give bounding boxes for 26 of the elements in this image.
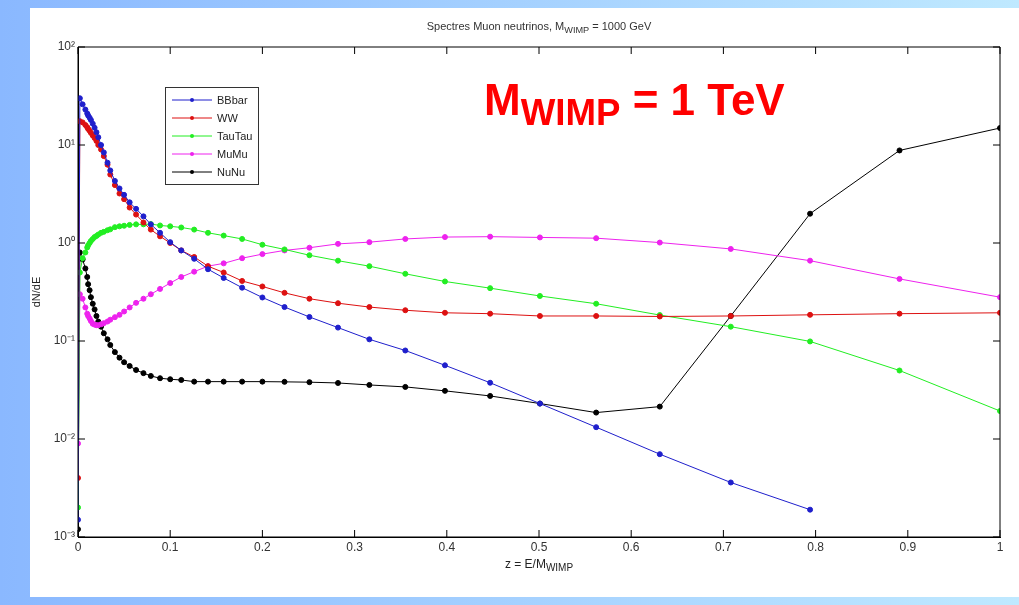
x-tick-label: 0.1 xyxy=(161,539,179,554)
y-tick-label: 10⁻² xyxy=(53,431,75,446)
y-tick-label: 10⁰ xyxy=(57,235,75,250)
x-tick-label: 0.7 xyxy=(715,539,733,554)
x-tick-label: 0.2 xyxy=(254,539,272,554)
legend-label: MuMu xyxy=(217,148,248,160)
x-tick-label: 0.6 xyxy=(622,539,640,554)
annotation: M$_{WIMP}$ = 1 TeV xyxy=(484,75,785,134)
x-tick-label: 0.8 xyxy=(807,539,825,554)
y-tick-label: 10⁻³ xyxy=(53,529,75,544)
x-tick-label: 0.4 xyxy=(438,539,456,554)
x-tick-label: 0.3 xyxy=(346,539,364,554)
x-tick-label: 0 xyxy=(74,539,82,554)
legend-label: TauTau xyxy=(217,130,253,142)
x-tick-label: 0.5 xyxy=(530,539,548,554)
x-tick-label: 0.9 xyxy=(899,539,917,554)
y-tick-label: 10¹ xyxy=(57,137,75,152)
legend-label: NuNu xyxy=(217,166,246,178)
x-axis-title: z = E/M$_{WIMP}$ xyxy=(503,557,575,574)
y-axis-title: dN/dE xyxy=(29,276,42,308)
legend-label: WW xyxy=(217,112,238,124)
chart-title: Spectres Muon neutrinos, M$_{WIMP}$ = 1000 GeV xyxy=(425,20,653,36)
legend-label: BBbar xyxy=(217,94,248,106)
x-tick-label: 1 xyxy=(996,539,1004,554)
y-tick-label: 10⁻¹ xyxy=(53,333,75,348)
y-tick-label: 10² xyxy=(57,39,75,54)
